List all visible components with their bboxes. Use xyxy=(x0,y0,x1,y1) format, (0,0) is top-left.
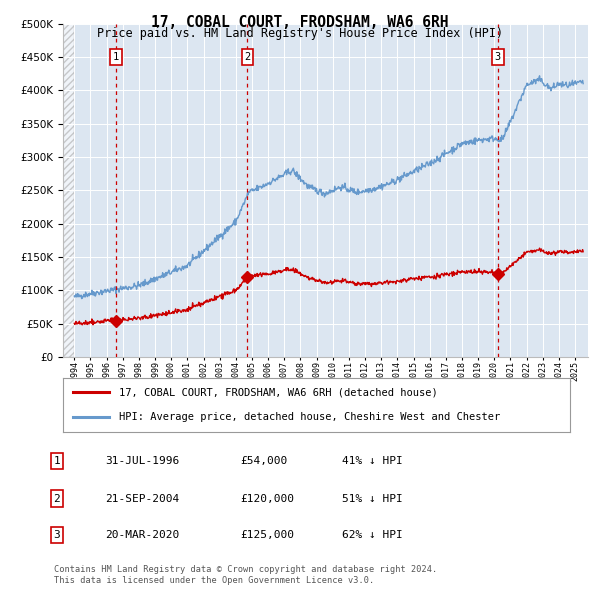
Text: 1: 1 xyxy=(53,457,61,466)
Text: Contains HM Land Registry data © Crown copyright and database right 2024.
This d: Contains HM Land Registry data © Crown c… xyxy=(54,565,437,585)
Text: Price paid vs. HM Land Registry's House Price Index (HPI): Price paid vs. HM Land Registry's House … xyxy=(97,27,503,40)
Text: HPI: Average price, detached house, Cheshire West and Chester: HPI: Average price, detached house, Ches… xyxy=(119,412,500,422)
Text: 51% ↓ HPI: 51% ↓ HPI xyxy=(342,494,403,503)
Polygon shape xyxy=(63,24,74,357)
Text: 21-SEP-2004: 21-SEP-2004 xyxy=(105,494,179,503)
Text: 3: 3 xyxy=(495,52,501,62)
Text: £125,000: £125,000 xyxy=(240,530,294,540)
Text: 3: 3 xyxy=(53,530,61,540)
Text: 17, COBAL COURT, FRODSHAM, WA6 6RH (detached house): 17, COBAL COURT, FRODSHAM, WA6 6RH (deta… xyxy=(119,387,437,397)
Text: £120,000: £120,000 xyxy=(240,494,294,503)
Text: 1: 1 xyxy=(113,52,119,62)
Text: 62% ↓ HPI: 62% ↓ HPI xyxy=(342,530,403,540)
Text: 2: 2 xyxy=(53,494,61,503)
Text: 41% ↓ HPI: 41% ↓ HPI xyxy=(342,457,403,466)
Text: 31-JUL-1996: 31-JUL-1996 xyxy=(105,457,179,466)
Text: 2: 2 xyxy=(244,52,251,62)
Text: 17, COBAL COURT, FRODSHAM, WA6 6RH: 17, COBAL COURT, FRODSHAM, WA6 6RH xyxy=(151,15,449,30)
Text: £54,000: £54,000 xyxy=(240,457,287,466)
Text: 20-MAR-2020: 20-MAR-2020 xyxy=(105,530,179,540)
